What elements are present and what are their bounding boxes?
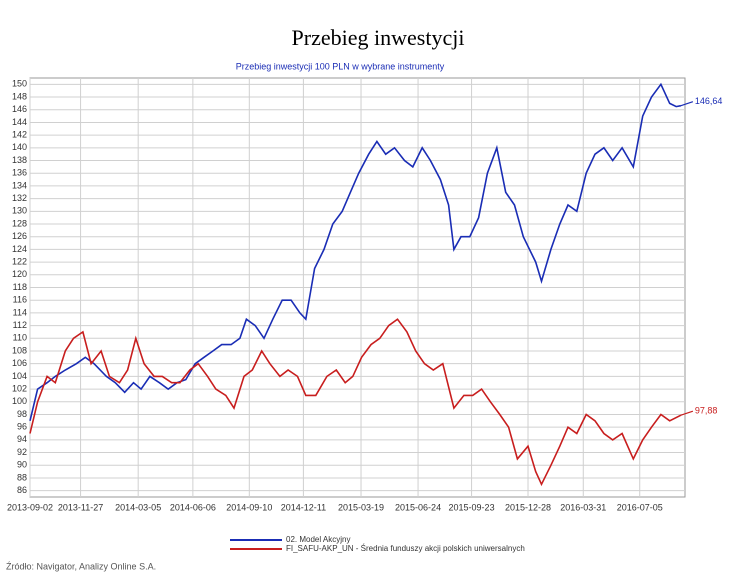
y-tick-label: 108 bbox=[12, 345, 27, 355]
y-tick-label: 114 bbox=[13, 307, 27, 317]
y-tick-label: 110 bbox=[13, 333, 27, 343]
legend-label: FI_SAFU-AKP_UN - Średnia funduszy akcji … bbox=[286, 544, 525, 553]
y-tick-label: 140 bbox=[12, 142, 27, 152]
end-leader bbox=[680, 410, 694, 416]
y-tick-label: 94 bbox=[17, 434, 27, 444]
y-tick-label: 124 bbox=[12, 244, 27, 254]
x-tick-label: 2013-11-27 bbox=[58, 502, 103, 512]
source: Źródło: Navigator, Analizy Online S.A. bbox=[6, 561, 156, 571]
x-tick-label: 2015-03-19 bbox=[338, 502, 384, 512]
y-tick-label: 132 bbox=[12, 193, 27, 203]
x-tick-label: 2016-07-05 bbox=[617, 502, 663, 512]
y-tick-label: 96 bbox=[17, 422, 27, 432]
end-leader bbox=[680, 101, 694, 107]
y-tick-label: 142 bbox=[12, 130, 27, 140]
end-label: 97,88 bbox=[695, 406, 718, 416]
y-tick-label: 136 bbox=[12, 168, 27, 178]
y-tick-label: 88 bbox=[17, 472, 27, 482]
x-tick-label: 2015-06-24 bbox=[395, 502, 441, 512]
x-tick-label: 2015-12-28 bbox=[505, 502, 551, 512]
chart-subtitle: Przebieg inwestycji 100 PLN w wybrane in… bbox=[236, 61, 445, 71]
y-tick-label: 126 bbox=[12, 231, 27, 241]
y-tick-label: 102 bbox=[12, 383, 27, 393]
x-tick-label: 2014-12-11 bbox=[281, 502, 326, 512]
y-tick-label: 138 bbox=[12, 155, 27, 165]
y-tick-label: 118 bbox=[13, 282, 27, 292]
x-tick-label: 2014-06-06 bbox=[170, 502, 216, 512]
y-tick-label: 116 bbox=[13, 295, 27, 305]
y-tick-label: 128 bbox=[12, 218, 27, 228]
x-tick-label: 2015-09-23 bbox=[449, 502, 495, 512]
x-tick-label: 2014-03-05 bbox=[115, 502, 161, 512]
x-tick-label: 2013-09-02 bbox=[7, 502, 53, 512]
y-tick-label: 112 bbox=[13, 320, 27, 330]
y-tick-label: 104 bbox=[12, 371, 27, 381]
series-line bbox=[29, 318, 682, 487]
x-tick-label: 2016-03-31 bbox=[560, 502, 606, 512]
y-tick-label: 146 bbox=[12, 104, 27, 114]
x-tick-label: 2014-09-10 bbox=[226, 502, 272, 512]
y-tick-label: 148 bbox=[12, 91, 27, 101]
y-tick-label: 86 bbox=[17, 485, 27, 495]
series-line bbox=[29, 82, 682, 421]
legend-label: 02. Model Akcyjny bbox=[286, 535, 350, 544]
chart-title: Przebieg inwestycji bbox=[292, 25, 465, 50]
y-tick-label: 120 bbox=[12, 269, 27, 279]
y-tick-label: 134 bbox=[12, 180, 27, 190]
y-tick-label: 98 bbox=[17, 409, 27, 419]
y-tick-label: 100 bbox=[12, 396, 27, 406]
y-tick-label: 106 bbox=[12, 358, 27, 368]
y-tick-label: 130 bbox=[12, 206, 27, 216]
y-tick-label: 92 bbox=[17, 447, 27, 457]
y-tick-label: 150 bbox=[12, 79, 27, 89]
y-tick-label: 90 bbox=[17, 460, 27, 470]
y-tick-label: 122 bbox=[12, 256, 27, 266]
end-label: 146,64 bbox=[695, 96, 723, 106]
y-tick-label: 144 bbox=[12, 117, 27, 127]
